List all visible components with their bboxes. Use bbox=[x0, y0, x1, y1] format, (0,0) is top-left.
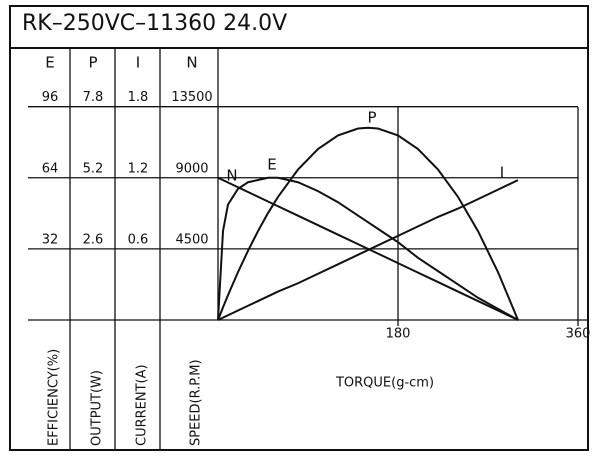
axis-label: OUTPUT(W) bbox=[90, 370, 105, 446]
axis-label: SPEED(R.P.M) bbox=[189, 359, 204, 446]
frame bbox=[9, 5, 589, 451]
y-tick-label: 32 bbox=[42, 232, 59, 247]
curve-label: E bbox=[267, 156, 276, 174]
y-tick-label: 4500 bbox=[175, 232, 208, 247]
column-header: N bbox=[186, 54, 197, 72]
y-tick-label: 0.6 bbox=[128, 232, 149, 247]
axis-label: CURRENT(A) bbox=[135, 364, 150, 446]
y-tick-label: 13500 bbox=[171, 90, 212, 105]
curve bbox=[217, 126, 519, 321]
y-tick-label: 1.2 bbox=[128, 161, 149, 176]
column-header: E bbox=[45, 54, 54, 72]
curve-label: N bbox=[226, 167, 237, 185]
column-header: P bbox=[88, 54, 97, 72]
curve bbox=[217, 176, 519, 321]
y-tick-label: 1.8 bbox=[128, 90, 149, 105]
y-tick-label: 64 bbox=[42, 161, 59, 176]
x-axis-label: TORQUE(g-cm) bbox=[335, 376, 434, 391]
y-tick-label: 96 bbox=[42, 90, 59, 105]
curve bbox=[217, 176, 519, 321]
axis-label: EFFICIENCY(%) bbox=[47, 349, 62, 446]
y-tick-label: 7.8 bbox=[83, 90, 104, 105]
y-tick-label: 9000 bbox=[175, 161, 208, 176]
y-tick-label: 5.2 bbox=[83, 161, 104, 176]
curve bbox=[217, 179, 519, 321]
curve-label: I bbox=[500, 164, 504, 182]
x-tick-label: 360 bbox=[566, 327, 591, 342]
y-tick-label: 2.6 bbox=[83, 232, 104, 247]
column-header: I bbox=[136, 54, 140, 72]
x-tick-label: 180 bbox=[386, 327, 411, 342]
chart-title: RK–250VC–11360 24.0V bbox=[22, 11, 287, 36]
curve-label: P bbox=[367, 109, 376, 127]
